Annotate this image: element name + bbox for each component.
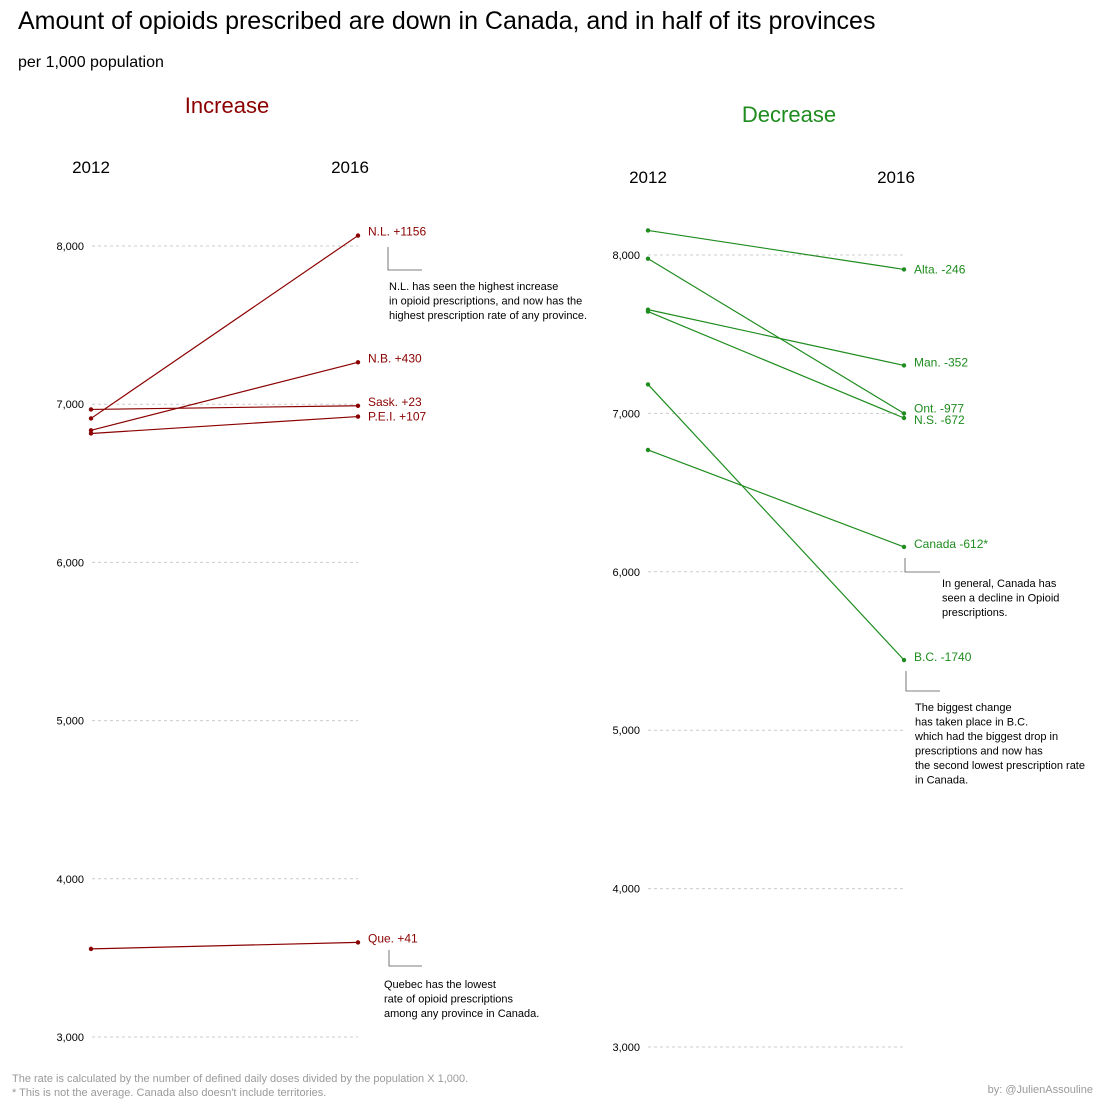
y-tick-label: 5,000 — [56, 716, 84, 728]
point-start-ns — [645, 309, 651, 314]
series-label-ont: Ont. -977 — [914, 401, 964, 415]
annotation-text-canada: In general, Canada has — [942, 578, 1057, 590]
point-start-canada — [645, 447, 651, 453]
series-label-nl: N.L. +1156 — [368, 225, 426, 239]
panel-title-decrease: Decrease — [742, 102, 836, 127]
point-end-ns — [901, 415, 907, 421]
point-end-ont — [901, 411, 907, 416]
point-end-alta — [901, 267, 907, 272]
y-tick-label: 7,000 — [612, 408, 640, 420]
series-label-ns: N.S. -672 — [914, 413, 965, 427]
y-tick-label: 4,000 — [56, 874, 84, 886]
footnote: The rate is calculated by the number of … — [12, 1072, 468, 1100]
point-start-que — [88, 946, 94, 952]
annotation-text-bc: in Canada. — [915, 775, 968, 787]
x-label-start: 2012 — [629, 168, 667, 187]
series-label-sask: Sask. +23 — [368, 395, 422, 409]
y-tick-label: 7,000 — [56, 399, 84, 411]
series-line-alta — [647, 229, 905, 271]
series-line-sask — [90, 405, 359, 411]
annotation-bracket-canada — [904, 558, 940, 573]
series-label-pei: P.E.I. +107 — [368, 410, 426, 424]
chart-subtitle: per 1,000 population — [18, 54, 164, 71]
annotation-text-bc: The biggest change — [915, 702, 1012, 714]
series-label-que: Que. +41 — [368, 931, 418, 945]
point-start-nl — [88, 416, 94, 421]
annotation-text-que: Quebec has the lowest — [384, 979, 496, 991]
y-tick-label: 4,000 — [612, 884, 640, 896]
point-end-bc — [901, 657, 907, 663]
annotation-text-bc: prescriptions and now has — [915, 746, 1043, 758]
series-line-canada — [647, 449, 905, 548]
annotation-bracket-nl — [387, 247, 422, 271]
y-tick-label: 8,000 — [56, 241, 84, 253]
series-line-nl — [90, 235, 359, 419]
point-end-canada — [901, 544, 907, 550]
point-end-nb — [355, 360, 361, 365]
series-line-nb — [90, 361, 359, 431]
annotation-text-nl: N.L. has seen the highest increase — [389, 281, 558, 293]
series-line-ns — [647, 310, 905, 419]
footnote-line: The rate is calculated by the number of … — [12, 1073, 469, 1085]
point-start-nb — [88, 428, 94, 433]
y-tick-label: 3,000 — [56, 1032, 84, 1044]
y-tick-label: 8,000 — [612, 250, 640, 262]
series-label-man: Man. -352 — [914, 355, 968, 369]
point-start-sask — [88, 407, 94, 412]
series-line-ont — [647, 258, 905, 414]
annotation-text-nl: in opioid prescriptions, and now has the — [389, 296, 582, 308]
y-tick-label: 5,000 — [612, 725, 640, 737]
series-line-man — [647, 309, 905, 366]
point-start-ont — [645, 256, 651, 261]
annotation-text-canada: seen a decline in Opioid — [942, 593, 1059, 605]
annotation-text-que: rate of opioid prescriptions — [384, 994, 514, 1006]
point-start-pei — [88, 431, 94, 436]
point-end-pei — [355, 414, 361, 419]
series-line-que — [90, 941, 359, 950]
point-start-alta — [645, 228, 651, 233]
series-label-nb: N.B. +430 — [368, 351, 422, 365]
series-label-canada: Canada -612* — [914, 537, 988, 551]
annotation-text-bc: has taken place in B.C. — [915, 717, 1028, 729]
annotation-bracket-bc — [905, 671, 940, 692]
series-label-bc: B.C. -1740 — [914, 650, 972, 664]
y-tick-label: 6,000 — [56, 557, 84, 569]
footnote-line: * This is not the average. Canada also d… — [12, 1087, 327, 1099]
point-end-nl — [355, 233, 361, 238]
chart-title: Amount of opioids prescribed are down in… — [18, 7, 876, 35]
point-end-man — [901, 363, 907, 368]
y-tick-label: 3,000 — [612, 1042, 640, 1054]
panel-title-increase: Increase — [185, 93, 269, 118]
annotation-text-bc: the second lowest prescription rate — [915, 760, 1085, 772]
point-start-bc — [645, 382, 651, 387]
annotation-text-bc: which had the biggest drop in — [914, 731, 1058, 743]
annotation-text-canada: prescriptions. — [942, 607, 1007, 619]
x-label-end: 2016 — [877, 168, 915, 187]
annotation-text-que: among any province in Canada. — [384, 1008, 539, 1020]
x-label-end: 2016 — [331, 158, 369, 177]
y-tick-label: 6,000 — [612, 567, 640, 579]
series-line-bc — [647, 384, 905, 661]
series-label-alta: Alta. -246 — [914, 262, 966, 276]
annotation-text-nl: highest prescription rate of any provinc… — [389, 310, 587, 322]
point-end-sask — [355, 403, 361, 408]
credit: by: @JulienAssouline — [987, 1084, 1093, 1096]
x-label-start: 2012 — [72, 158, 110, 177]
point-end-que — [355, 940, 361, 945]
series-line-pei — [90, 415, 359, 435]
annotation-bracket-que — [388, 950, 422, 967]
